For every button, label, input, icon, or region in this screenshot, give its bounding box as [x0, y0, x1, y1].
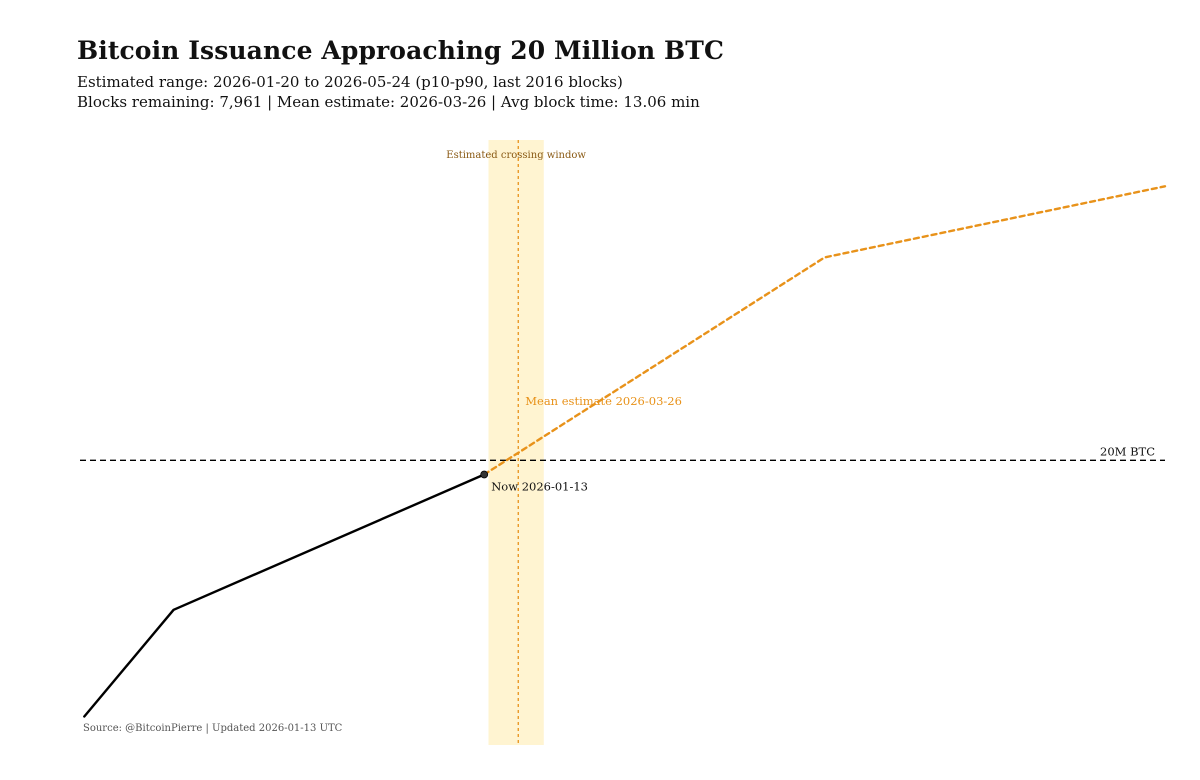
crossing-window-band	[488, 140, 544, 745]
subtitle-stats: Blocks remaining: 7,961 | Mean estimate:…	[77, 93, 700, 111]
chart-title: Bitcoin Issuance Approaching 20 Million …	[77, 36, 724, 65]
subtitle-range: Estimated range: 2026-01-20 to 2026-05-2…	[77, 73, 623, 91]
crossing-window-label: Estimated crossing window	[446, 150, 586, 161]
mean-estimate-label: Mean estimate 2026-03-26	[525, 394, 682, 408]
projection-series-line	[483, 185, 1167, 476]
actual-series-line	[83, 473, 486, 718]
reference-line-label: 20M BTC	[1100, 444, 1155, 458]
source-note: Source: @BitcoinPierre | Updated 2026-01…	[83, 723, 343, 734]
now-point-marker	[480, 470, 489, 479]
now-point-label: Now 2026-01-13	[491, 480, 588, 494]
